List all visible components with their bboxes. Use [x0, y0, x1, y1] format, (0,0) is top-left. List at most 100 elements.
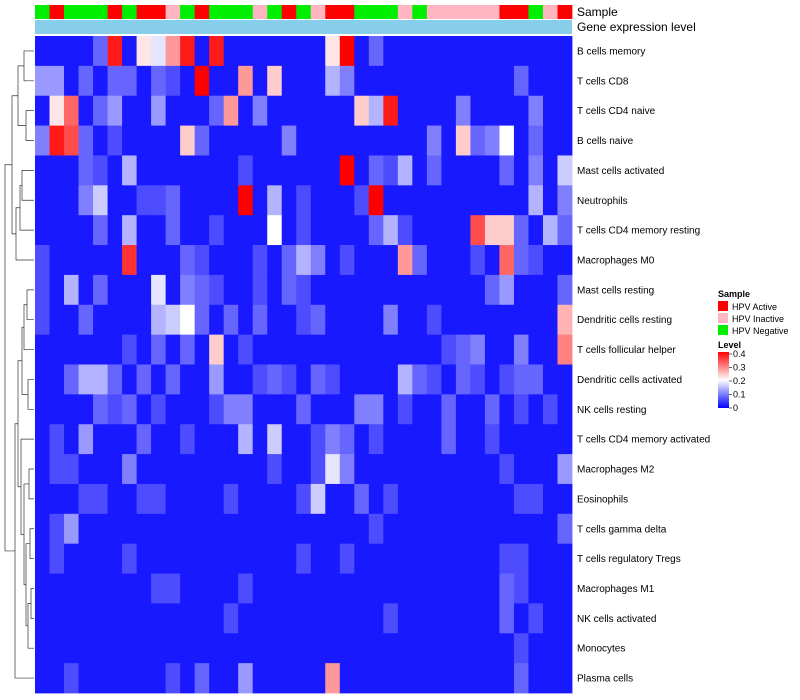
heatmap-cell	[383, 364, 399, 395]
heatmap-cell	[528, 663, 544, 694]
heatmap-cell	[252, 483, 268, 515]
heatmap-cell	[354, 454, 370, 485]
heatmap-cell	[484, 394, 500, 425]
heatmap-cell	[151, 95, 167, 126]
heatmap-cell	[484, 95, 500, 126]
heatmap-cell	[281, 245, 297, 276]
heatmap-cell	[412, 95, 428, 126]
heatmap-cell	[339, 65, 355, 97]
heatmap-cell	[209, 65, 225, 97]
heatmap-cell	[238, 245, 254, 276]
heatmap-cell	[412, 125, 428, 156]
heatmap-cell	[310, 274, 326, 306]
heatmap-cell	[35, 663, 50, 694]
heatmap-cell	[426, 215, 442, 246]
heatmap-cell	[441, 633, 457, 664]
heatmap-cell	[223, 573, 239, 604]
heatmap-cell	[136, 185, 152, 216]
heatmap-cell	[325, 394, 341, 425]
heatmap-cell	[499, 125, 515, 156]
heatmap-cell	[557, 513, 573, 545]
heatmap-cell	[426, 304, 442, 336]
heatmap-cell	[136, 663, 152, 694]
sample-track-cell	[325, 5, 341, 19]
heatmap-cell	[368, 633, 384, 664]
heatmap-cell	[223, 36, 239, 67]
heatmap-cell	[528, 633, 544, 664]
heatmap-cell	[238, 573, 254, 604]
heatmap-cell	[528, 364, 544, 395]
heatmap-cell	[296, 364, 312, 395]
heatmap-cell	[310, 573, 326, 604]
heatmap-cell	[151, 125, 167, 156]
heatmap-cell	[368, 245, 384, 276]
heatmap-cell	[441, 663, 457, 694]
heatmap-cell	[484, 125, 500, 156]
heatmap-cell	[49, 65, 65, 97]
heatmap-cell	[35, 95, 50, 126]
heatmap-cell	[296, 483, 312, 515]
heatmap-cell	[426, 633, 442, 664]
heatmap-cell	[151, 454, 167, 485]
heatmap-cell	[35, 364, 50, 395]
heatmap-cell	[136, 125, 152, 156]
heatmap-cell	[194, 633, 210, 664]
heatmap-cell	[151, 483, 167, 515]
legend-entry-active: HPV Active	[732, 302, 777, 312]
heatmap-cell	[35, 603, 50, 634]
heatmap-cell	[310, 364, 326, 395]
sample-track-cell	[122, 5, 137, 19]
heatmap-cell	[49, 274, 65, 306]
sample-track-cell	[165, 5, 181, 19]
legend-tick-label: 0.4	[733, 349, 746, 359]
heatmap-cell	[499, 543, 515, 574]
heatmap-cell	[49, 334, 65, 365]
heatmap-cell	[49, 633, 65, 664]
heatmap-cell	[470, 245, 486, 276]
heatmap-cell	[499, 334, 515, 365]
heatmap-cell	[194, 36, 210, 67]
heatmap-cell	[499, 36, 515, 67]
heatmap-cell	[557, 663, 573, 694]
heatmap-cell	[557, 633, 573, 664]
heatmap-cell	[64, 483, 79, 515]
heatmap-cell	[136, 364, 152, 395]
heatmap-cell	[310, 394, 326, 425]
row-label: T cells regulatory Tregs	[577, 554, 681, 565]
heatmap-cells	[35, 36, 573, 694]
heatmap-cell	[557, 125, 573, 156]
heatmap-cell	[441, 454, 457, 485]
heatmap-cell	[296, 424, 312, 455]
heatmap-cell	[223, 394, 239, 425]
heatmap-cell	[180, 95, 196, 126]
legend-color-ramp	[718, 352, 729, 408]
heatmap-cell	[528, 543, 544, 574]
heatmap-cell	[64, 245, 79, 276]
heatmap-cell	[397, 543, 413, 574]
sample-track-cell	[484, 5, 500, 19]
heatmap-cell	[310, 125, 326, 156]
heatmap-cell	[310, 245, 326, 276]
heatmap-cell	[441, 185, 457, 216]
heatmap-cell	[470, 215, 486, 246]
heatmap-cell	[209, 603, 225, 634]
heatmap-cell	[78, 603, 94, 634]
heatmap-cell	[470, 573, 486, 604]
heatmap-cell	[325, 185, 341, 216]
heatmap-cell	[194, 215, 210, 246]
heatmap-cell	[383, 454, 399, 485]
heatmap-cell	[238, 95, 254, 126]
heatmap-cell	[238, 185, 254, 216]
heatmap-cell	[310, 185, 326, 216]
heatmap-cell	[296, 185, 312, 216]
heatmap-cell	[542, 364, 558, 395]
heatmap-cell	[325, 543, 341, 574]
heatmap-cell	[209, 663, 225, 694]
heatmap-cell	[296, 573, 312, 604]
heatmap-cell	[412, 274, 428, 306]
heatmap-cell	[180, 603, 196, 634]
heatmap-cell	[368, 185, 384, 216]
heatmap-cell	[383, 185, 399, 216]
heatmap-cell	[93, 274, 108, 306]
heatmap-cell	[35, 483, 50, 515]
